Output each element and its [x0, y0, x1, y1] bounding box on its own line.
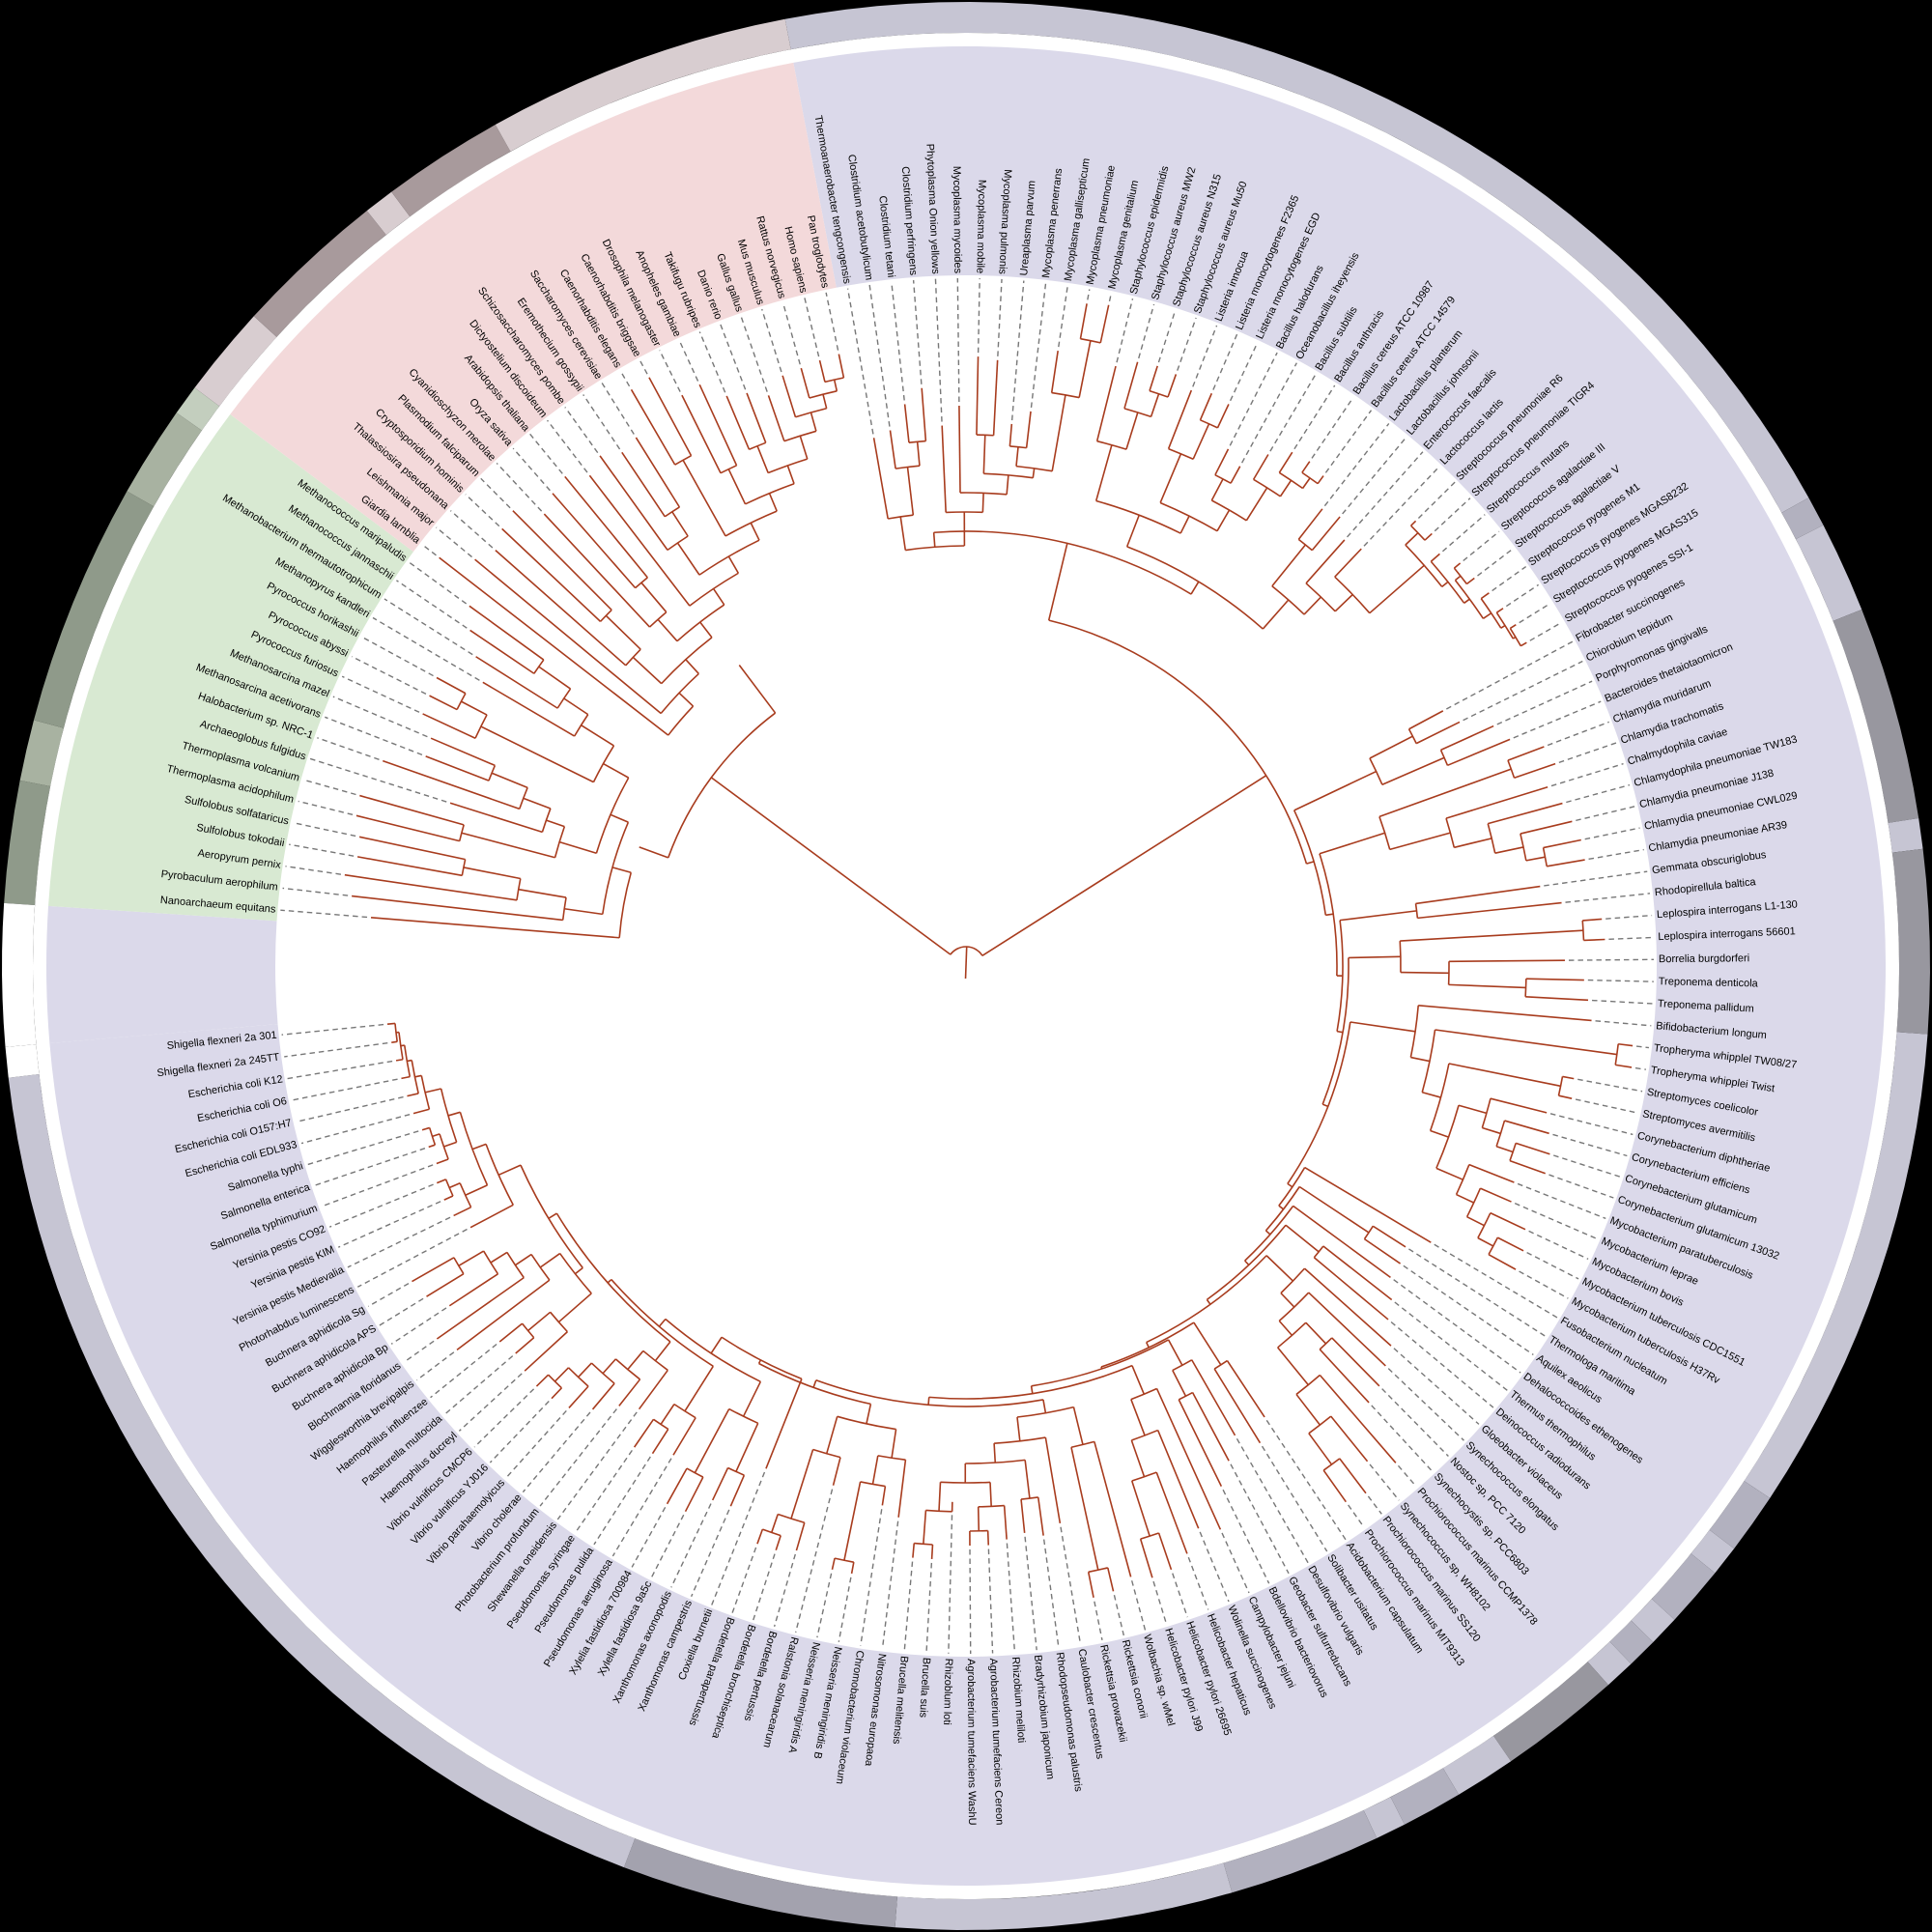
svg-text:Agrobacterium tumefaciens Wash: Agrobacterium tumefaciens WashU: [965, 1659, 978, 1826]
svg-text:Mycoplasma mobile: Mycoplasma mobile: [974, 180, 987, 273]
svg-text:Leplospira interrogans 56601: Leplospira interrogans 56601: [1658, 925, 1796, 943]
svg-text:Borrelia burgdorferi: Borrelia burgdorferi: [1659, 952, 1749, 965]
svg-text:Brucella suis: Brucella suis: [917, 1657, 932, 1718]
svg-text:Treponema pallidum: Treponema pallidum: [1658, 998, 1754, 1014]
svg-text:Phytoplasma Onion yellows: Phytoplasma Onion yellows: [923, 143, 941, 274]
svg-text:Treponema denticola: Treponema denticola: [1659, 976, 1759, 989]
svg-text:Mycoplasma mycoides: Mycoplasma mycoides: [951, 166, 963, 274]
svg-text:Mycoplasma pulmonis: Mycoplasma pulmonis: [996, 169, 1013, 275]
svg-text:Rhizoblum loti: Rhizoblum loti: [941, 1659, 954, 1725]
